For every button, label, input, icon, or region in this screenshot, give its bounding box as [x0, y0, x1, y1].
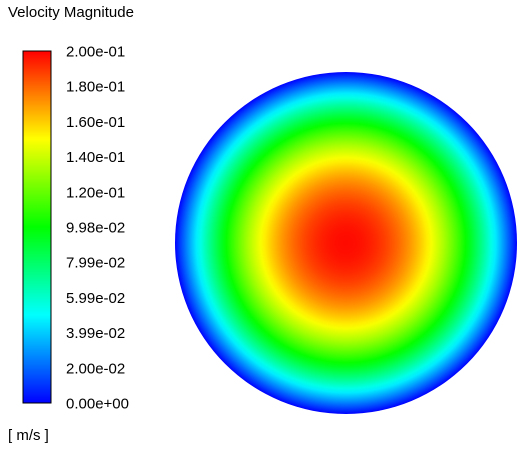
chart-title: Velocity Magnitude	[8, 4, 134, 21]
unit-label: [ m/s ]	[8, 427, 49, 444]
colorbar-tick-label: 7.99e-02	[66, 255, 125, 272]
colorbar-tick-label: 1.60e-01	[66, 114, 125, 131]
colorbar-tick-label: 1.80e-01	[66, 79, 125, 96]
colorbar-tick-label: 2.00e-01	[66, 44, 125, 61]
colorbar-tick-label: 2.00e-02	[66, 360, 125, 377]
colorbar-tick-label: 1.20e-01	[66, 184, 125, 201]
colorbar-tick-label: 5.99e-02	[66, 290, 125, 307]
colorbar-tick-label: 0.00e+00	[66, 396, 129, 413]
velocity-field-disc	[175, 72, 517, 414]
colorbar-tick-label: 3.99e-02	[66, 325, 125, 342]
colorbar-tick-label: 9.98e-02	[66, 220, 125, 237]
colorbar	[22, 50, 52, 404]
colorbar-ticks: 2.00e-01 1.80e-01 1.60e-01 1.40e-01 1.20e-01…	[66, 44, 129, 413]
colorbar-tick-label: 1.40e-01	[66, 149, 125, 166]
